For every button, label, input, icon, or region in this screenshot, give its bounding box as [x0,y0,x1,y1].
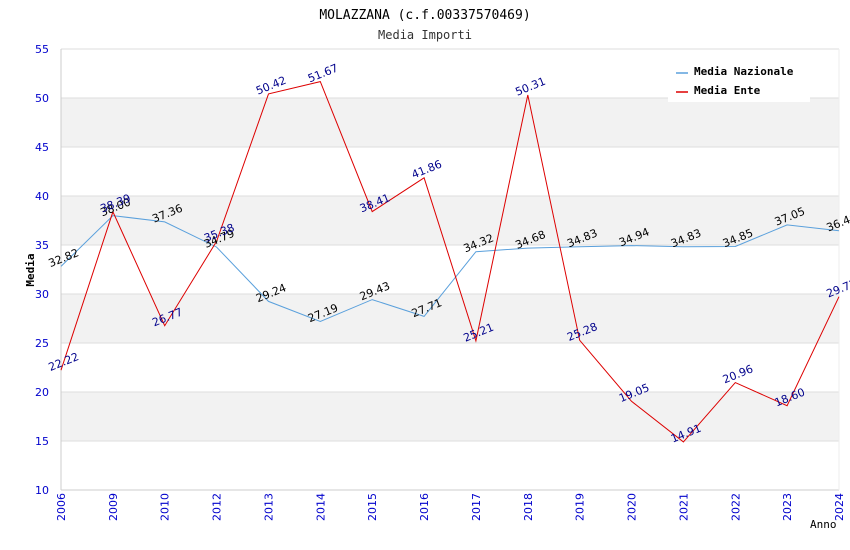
x-tick-label: 2014 [314,493,327,521]
background-bands [61,49,839,490]
legend-label-ente: Media Ente [694,84,761,97]
legend-box [668,58,810,102]
y-tick-label: 15 [35,435,49,448]
x-tick-label: 2012 [211,493,224,521]
gridlines [61,48,839,491]
series-line-nazionale [60,215,840,323]
y-tick-label: 45 [35,141,49,154]
x-tick-label: 2006 [55,493,68,521]
background-band [61,147,839,196]
y-tick-label: 10 [35,484,49,497]
x-tick-label: 2017 [470,493,483,521]
x-tick-label: 2022 [729,493,742,521]
x-tick-label: 2016 [418,493,431,521]
y-tick-label: 55 [35,43,49,56]
legend-label-nazionale: Media Nazionale [694,65,794,78]
x-axis-title: Anno [810,518,837,531]
series-lines [60,81,840,443]
y-tick-label: 20 [35,386,49,399]
x-tick-label: 2015 [366,493,379,521]
axes [60,49,840,491]
chart-subtitle: Media Importi [378,28,472,42]
y-tick-label: 50 [35,92,49,105]
x-tick-label: 2021 [677,493,690,521]
legend: Media Nazionale Media Ente [668,58,810,102]
y-tick-label: 35 [35,239,49,252]
x-tick-label: 2024 [833,493,846,521]
y-tick-label: 25 [35,337,49,350]
x-tick-label: 2009 [107,493,120,521]
x-axis-ticks: 2006 2009 2010 2012 2013 2014 2015 2016 2017 2018… [55,493,846,521]
series-line-ente [60,81,840,443]
x-tick-label: 2018 [522,493,535,521]
x-tick-label: 2010 [159,493,172,521]
y-axis-ticks: 10 15 20 25 30 35 40 45 50 55 [35,43,49,497]
x-tick-label: 2013 [262,493,275,521]
chart-title: MOLAZZANA (c.f.00337570469) [319,8,530,23]
x-tick-label: 2023 [781,493,794,521]
x-tick-label: 2020 [626,493,639,521]
background-band [61,98,839,147]
y-tick-label: 40 [35,190,49,203]
background-band [61,245,839,294]
y-axis-title: Media [24,253,37,286]
background-band [61,392,839,441]
background-band [61,441,839,490]
x-tick-label: 2019 [574,493,587,521]
background-band [61,196,839,245]
background-band [61,294,839,343]
background-band [61,343,839,392]
y-tick-label: 30 [35,288,49,301]
